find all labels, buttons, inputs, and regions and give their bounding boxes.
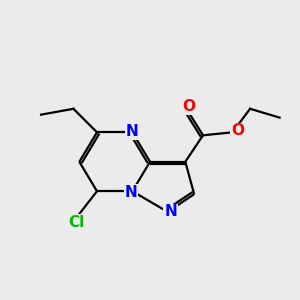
Text: N: N — [126, 124, 139, 139]
Text: N: N — [124, 185, 137, 200]
Text: Cl: Cl — [68, 214, 85, 230]
Text: N: N — [164, 204, 177, 219]
Text: O: O — [182, 99, 195, 114]
Text: O: O — [231, 123, 244, 138]
